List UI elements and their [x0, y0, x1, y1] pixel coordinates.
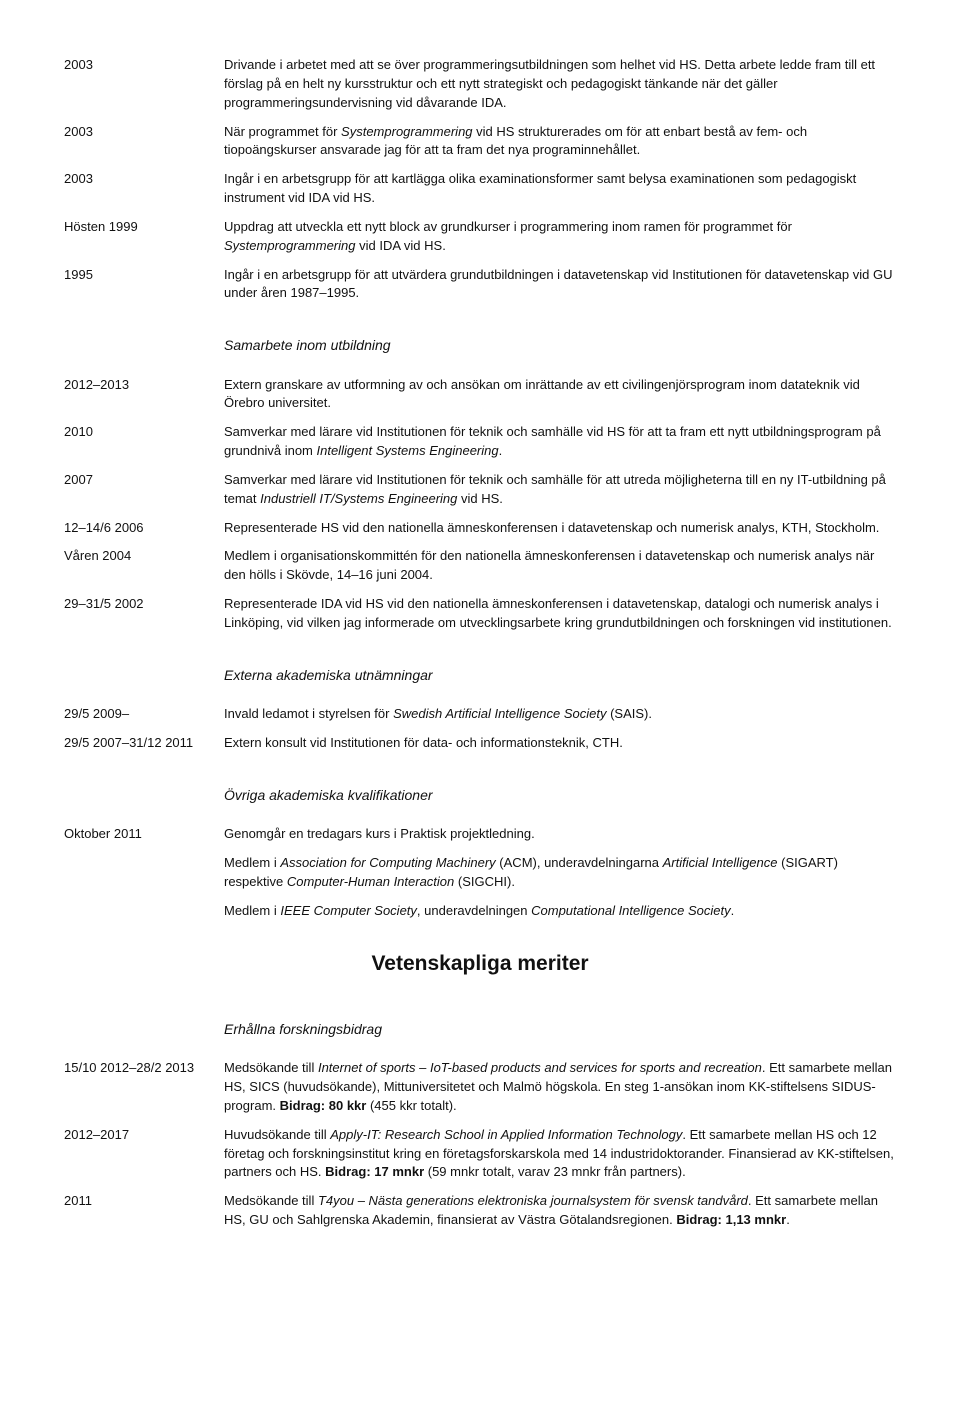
section-subheading: Övriga akademiska kvalifikationer: [224, 785, 896, 805]
entry-date: 29/5 2009–: [64, 705, 224, 724]
entry-body: Ingår i en arbetsgrupp för att utvärdera…: [224, 266, 896, 304]
entry-date: 2010: [64, 423, 224, 461]
entry-body: Genomgår en tredagars kurs i Praktisk pr…: [224, 825, 896, 844]
entry-date: [64, 902, 224, 921]
entry-date: 2011: [64, 1192, 224, 1230]
entry-body: Huvudsökande till Apply-IT: Research Sch…: [224, 1126, 896, 1183]
entry-body: Ingår i en arbetsgrupp för att kartlägga…: [224, 170, 896, 208]
cv-entry-row: 29–31/5 2002Representerade IDA vid HS vi…: [64, 595, 896, 633]
cv-entry-row: 2003Ingår i en arbetsgrupp för att kartl…: [64, 170, 896, 208]
cv-entry-row: 2007Samverkar med lärare vid Institution…: [64, 471, 896, 509]
entry-body: Medsökande till Internet of sports – IoT…: [224, 1059, 896, 1116]
cv-entry-row: 15/10 2012–28/2 2013Medsökande till Inte…: [64, 1059, 896, 1116]
entry-date: Oktober 2011: [64, 825, 224, 844]
entry-date: 2012–2013: [64, 376, 224, 414]
cv-entry-row: 1995Ingår i en arbetsgrupp för att utvär…: [64, 266, 896, 304]
cv-entry-row: Hösten 1999Uppdrag att utveckla ett nytt…: [64, 218, 896, 256]
cv-entry-row: 2012–2017Huvudsökande till Apply-IT: Res…: [64, 1126, 896, 1183]
entry-body: Medsökande till T4you – Nästa generation…: [224, 1192, 896, 1230]
cv-entry-row: Oktober 2011Genomgår en tredagars kurs i…: [64, 825, 896, 844]
section-subheading: Erhållna forskningsbidrag: [224, 1019, 896, 1039]
section-heading: Vetenskapliga meriter: [64, 949, 896, 979]
cv-entry-row: Medlem i Association for Computing Machi…: [64, 854, 896, 892]
entry-body: Representerade IDA vid HS vid den nation…: [224, 595, 896, 633]
cv-entry-row: 29/5 2007–31/12 2011Extern konsult vid I…: [64, 734, 896, 753]
cv-entry-row: 2010Samverkar med lärare vid Institution…: [64, 423, 896, 461]
entry-date: 2003: [64, 170, 224, 208]
entry-date: [64, 854, 224, 892]
cv-entry-row: 12–14/6 2006Representerade HS vid den na…: [64, 519, 896, 538]
entry-body: Invald ledamot i styrelsen för Swedish A…: [224, 705, 896, 724]
entry-body: Extern granskare av utformning av och an…: [224, 376, 896, 414]
cv-page: 2003Drivande i arbetet med att se över p…: [64, 56, 896, 1230]
cv-entry-row: Medlem i IEEE Computer Society, underavd…: [64, 902, 896, 921]
section-subheading-row: Externa akademiska utnämningar: [64, 643, 896, 695]
entry-body: Medlem i organisationskommittén för den …: [224, 547, 896, 585]
cv-entry-row: 2003När programmet för Systemprogrammeri…: [64, 123, 896, 161]
entry-date: Våren 2004: [64, 547, 224, 585]
entry-date: 2003: [64, 123, 224, 161]
entry-date: Hösten 1999: [64, 218, 224, 256]
cv-entry-row: 29/5 2009–Invald ledamot i styrelsen för…: [64, 705, 896, 724]
entry-date: 2012–2017: [64, 1126, 224, 1183]
entry-date: 29/5 2007–31/12 2011: [64, 734, 224, 753]
entry-body: Representerade HS vid den nationella ämn…: [224, 519, 896, 538]
section-subheading-row: Samarbete inom utbildning: [64, 313, 896, 365]
cv-entry-row: 2012–2013Extern granskare av utformning …: [64, 376, 896, 414]
entry-date: 12–14/6 2006: [64, 519, 224, 538]
cv-entry-row: 2003Drivande i arbetet med att se över p…: [64, 56, 896, 113]
entry-body: Medlem i IEEE Computer Society, underavd…: [224, 902, 896, 921]
entry-body: När programmet för Systemprogrammering v…: [224, 123, 896, 161]
entry-body: Uppdrag att utveckla ett nytt block av g…: [224, 218, 896, 256]
cv-entry-row: 2011Medsökande till T4you – Nästa genera…: [64, 1192, 896, 1230]
entry-date: 1995: [64, 266, 224, 304]
section-subheading-row: Övriga akademiska kvalifikationer: [64, 763, 896, 815]
section-subheading: Externa akademiska utnämningar: [224, 665, 896, 685]
section-subheading-row: Erhållna forskningsbidrag: [64, 997, 896, 1049]
entry-date: 2003: [64, 56, 224, 113]
entry-date: 15/10 2012–28/2 2013: [64, 1059, 224, 1116]
entry-body: Extern konsult vid Institutionen för dat…: [224, 734, 896, 753]
entry-body: Drivande i arbetet med att se över progr…: [224, 56, 896, 113]
entry-body: Samverkar med lärare vid Institutionen f…: [224, 471, 896, 509]
entry-date: 29–31/5 2002: [64, 595, 224, 633]
entry-body: Samverkar med lärare vid Institutionen f…: [224, 423, 896, 461]
section-subheading: Samarbete inom utbildning: [224, 335, 896, 355]
entry-date: 2007: [64, 471, 224, 509]
cv-entry-row: Våren 2004Medlem i organisationskommitté…: [64, 547, 896, 585]
entry-body: Medlem i Association for Computing Machi…: [224, 854, 896, 892]
